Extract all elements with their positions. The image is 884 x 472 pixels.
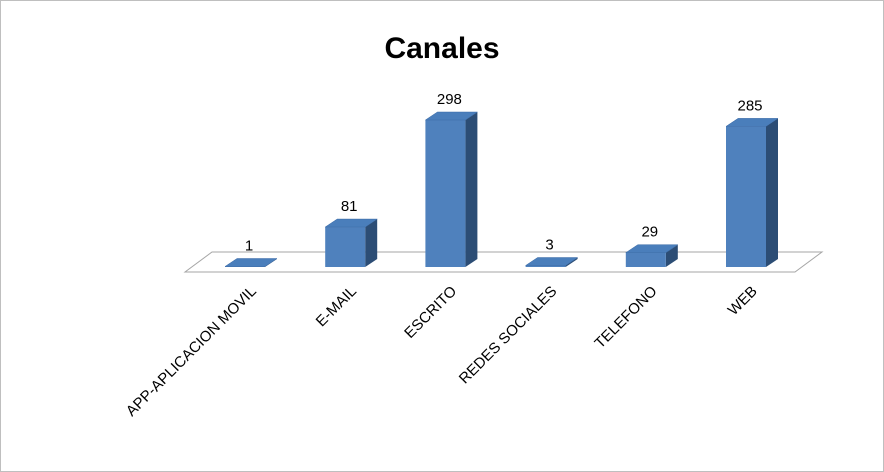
data-label: 298	[437, 91, 462, 108]
data-label: 3	[545, 237, 553, 254]
bar-side	[465, 112, 478, 267]
bar-top	[324, 218, 379, 228]
bar-side	[565, 257, 578, 267]
bar-side	[766, 118, 778, 267]
bar	[325, 227, 366, 267]
bar-top	[424, 111, 479, 121]
data-label: 81	[341, 198, 358, 215]
bar	[625, 252, 666, 267]
bar	[726, 126, 766, 267]
bar-top	[624, 244, 679, 253]
bar	[525, 265, 566, 267]
bar	[425, 120, 466, 267]
data-label: 1	[245, 238, 253, 255]
data-label: 29	[641, 224, 658, 241]
bar-top	[224, 258, 278, 267]
bar-top	[725, 118, 779, 127]
bar-top	[524, 257, 579, 266]
chart-title: Canales	[384, 32, 499, 65]
data-label: 285	[737, 97, 762, 114]
bar-side	[665, 244, 678, 267]
bar-side	[365, 219, 378, 267]
